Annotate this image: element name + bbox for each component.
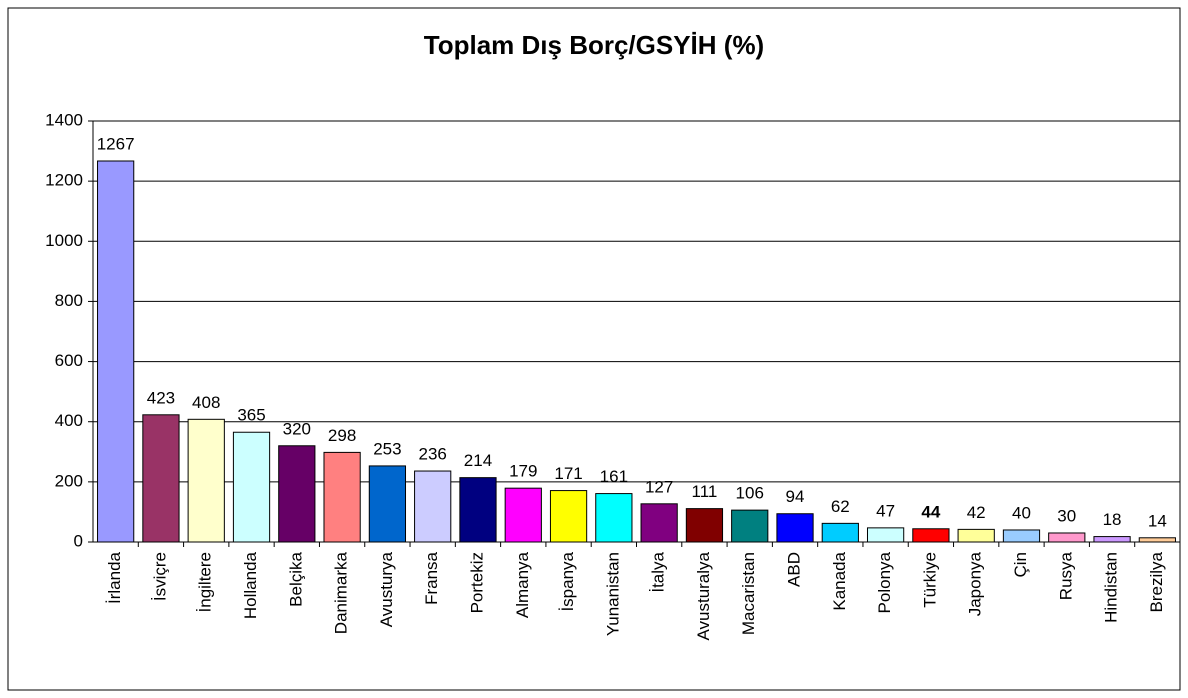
value-label: 214 xyxy=(464,451,492,470)
y-tick-label: 400 xyxy=(55,411,83,430)
value-label: 298 xyxy=(328,426,356,445)
bar xyxy=(187,418,225,543)
chart-frame xyxy=(7,7,1181,691)
bar xyxy=(866,527,905,543)
y-tick-label: 800 xyxy=(55,291,83,310)
x-tick-label: Hollanda xyxy=(241,551,260,619)
value-label: 179 xyxy=(509,462,537,481)
x-tick-label: ABD xyxy=(785,552,804,587)
value-label: 127 xyxy=(645,477,673,496)
x-tick-label: Polonya xyxy=(875,551,894,613)
value-label: 30 xyxy=(1057,506,1076,525)
value-label: 44 xyxy=(921,502,940,521)
bar xyxy=(912,528,950,543)
y-tick-label: 200 xyxy=(55,471,83,490)
bar xyxy=(1002,529,1041,543)
value-label: 408 xyxy=(192,393,220,412)
y-tick-label: 1200 xyxy=(45,171,83,190)
bar xyxy=(640,503,678,543)
x-tick-label: Avusturalya xyxy=(694,551,713,640)
bar xyxy=(97,160,135,543)
bar xyxy=(549,490,588,543)
bar xyxy=(957,528,995,543)
value-label: 253 xyxy=(373,439,401,458)
chart-title: Toplam Dış Borç/GSYİH (%) xyxy=(424,30,764,60)
y-tick-label: 0 xyxy=(74,531,83,550)
x-tick-label: İngiltere xyxy=(196,552,215,612)
value-label: 1267 xyxy=(97,134,135,153)
value-label: 47 xyxy=(876,501,895,520)
bar xyxy=(1138,537,1176,543)
bar xyxy=(595,493,633,543)
value-label: 40 xyxy=(1012,503,1031,522)
x-tick-label: Fransa xyxy=(422,551,441,604)
bar xyxy=(459,477,497,543)
bar xyxy=(1048,532,1086,543)
value-label: 161 xyxy=(600,467,628,486)
x-tick-label: İspanya xyxy=(558,551,577,611)
bar xyxy=(414,470,452,543)
x-tick-label: Brezilya xyxy=(1147,551,1166,612)
x-tick-label: Kanada xyxy=(830,551,849,610)
x-tick-label: Belçika xyxy=(286,551,305,606)
value-label: 14 xyxy=(1148,511,1167,530)
value-label: 42 xyxy=(967,503,986,522)
value-label: 320 xyxy=(283,419,311,438)
value-label: 94 xyxy=(786,487,805,506)
bar xyxy=(821,522,859,543)
value-label: 18 xyxy=(1103,510,1122,529)
x-tick-label: Rusya xyxy=(1056,551,1075,600)
y-tick-label: 1400 xyxy=(45,110,83,129)
x-tick-label: Yunanistan xyxy=(603,552,622,636)
x-tick-label: Danimarka xyxy=(332,551,351,634)
x-tick-label: İsviçre xyxy=(150,552,169,601)
bar xyxy=(685,508,724,543)
bar xyxy=(232,431,271,543)
bar xyxy=(504,487,542,543)
x-tick-label: İtalya xyxy=(649,551,668,592)
bar xyxy=(731,509,769,543)
bar xyxy=(776,513,814,543)
x-tick-label: Almanya xyxy=(513,551,532,618)
value-label: 423 xyxy=(147,388,175,407)
x-tick-label: Çin xyxy=(1011,552,1030,578)
value-label: 236 xyxy=(419,445,447,464)
y-tick-label: 600 xyxy=(55,351,83,370)
bar xyxy=(142,414,180,543)
bar xyxy=(278,445,316,543)
bar xyxy=(368,465,407,543)
value-label: 106 xyxy=(736,484,764,503)
bar xyxy=(1093,536,1131,543)
x-tick-label: Macaristan xyxy=(739,552,758,635)
y-tick-label: 1000 xyxy=(45,231,83,250)
x-tick-label: Japonya xyxy=(966,551,985,616)
x-tick-label: Hindistan xyxy=(1102,552,1121,623)
x-tick-label: Portekiz xyxy=(467,552,486,613)
bar xyxy=(323,451,361,543)
value-label: 62 xyxy=(831,497,850,516)
value-label: 111 xyxy=(692,482,718,501)
x-tick-label: Türkiye xyxy=(920,552,939,608)
value-label: 365 xyxy=(237,406,265,425)
x-tick-label: İrlanda xyxy=(105,551,124,604)
value-label: 171 xyxy=(554,464,582,483)
x-tick-label: Avusturya xyxy=(377,551,396,627)
